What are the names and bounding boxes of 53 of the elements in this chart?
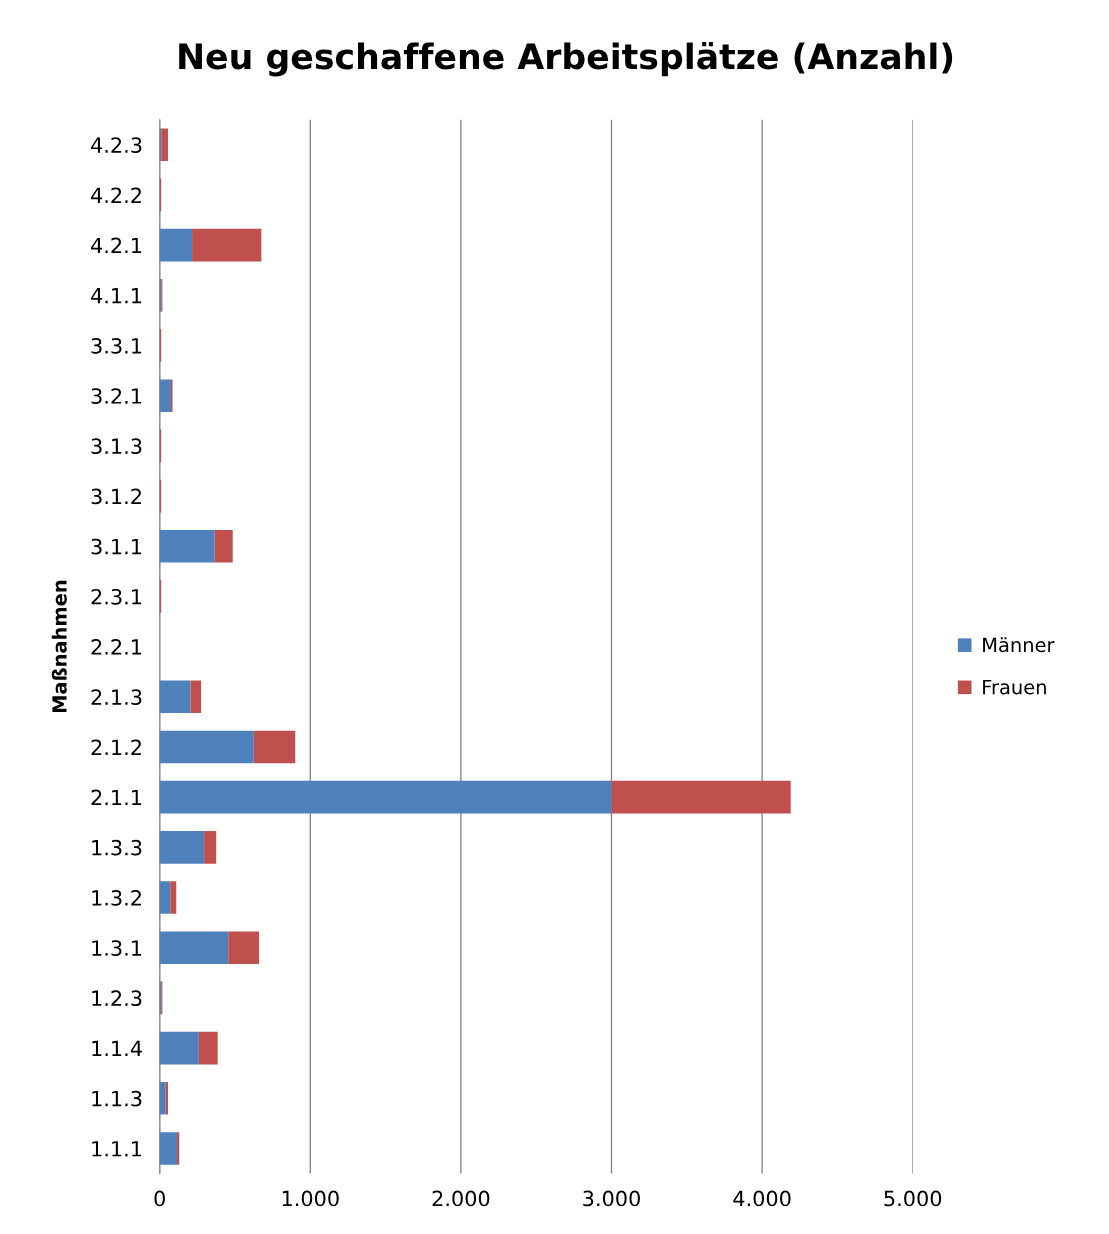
y-tick-label: 4.1.1 [91, 288, 142, 304]
bar [159, 831, 205, 864]
bar [159, 1031, 199, 1065]
y-tick-label: 3.1.1 [91, 538, 142, 555]
y-tick-label: 2.1.3 [91, 689, 142, 706]
y-tick-label: 3.2.1 [91, 388, 142, 404]
y-tick-label: 1.1.4 [92, 1040, 142, 1056]
x-tick-label: 0 [154, 1190, 165, 1207]
bar [190, 680, 202, 714]
bar [159, 680, 191, 714]
x-tick-label: 3.000 [583, 1190, 640, 1207]
bar [159, 931, 229, 965]
bar [159, 730, 254, 764]
y-tick-label: 2.2.1 [91, 639, 142, 655]
bar [159, 228, 193, 262]
legend-label: Frauen [983, 679, 1046, 695]
y-tick-label: 4.2.3 [91, 137, 142, 153]
bar [214, 529, 233, 563]
y-tick-label: 2.1.1 [91, 789, 142, 806]
bar [170, 881, 177, 914]
x-tick-label: 1.000 [282, 1190, 339, 1207]
y-tick-label: 3.1.2 [91, 488, 141, 505]
y-tick-label: 4.2.1 [91, 237, 142, 254]
y-tick-label: 1.2.3 [92, 990, 142, 1007]
bar [159, 379, 171, 413]
chart-title: Neu geschaffene Arbeitsplätze (Anzahl) [179, 42, 953, 77]
bar [159, 1132, 178, 1165]
bar [611, 780, 791, 814]
y-axis-title: Maßnahmen [51, 580, 67, 713]
y-tick-label: 3.3.1 [91, 337, 142, 354]
bar [159, 780, 612, 814]
bar [159, 529, 215, 563]
bar [161, 128, 168, 162]
bar [228, 931, 260, 965]
bar [204, 831, 217, 864]
y-tick-label: 4.2.2 [91, 187, 141, 203]
y-tick-label: 2.1.2 [91, 739, 141, 755]
legend-label: Männer [983, 637, 1055, 653]
y-tick-label: 1.3.1 [92, 940, 142, 956]
bar [159, 1081, 166, 1115]
y-tick-label: 2.3.1 [91, 588, 142, 605]
bar [253, 730, 296, 764]
y-tick-label: 1.1.3 [92, 1090, 142, 1107]
y-tick-label: 1.3.3 [92, 839, 142, 856]
bar [159, 881, 171, 914]
x-tick-label: 4.000 [733, 1190, 791, 1207]
y-tick-label: 1.1.1 [92, 1141, 142, 1157]
x-tick-label: 2.000 [432, 1190, 490, 1207]
x-tick-label: 5.000 [884, 1190, 942, 1207]
y-tick-label: 1.3.2 [92, 889, 141, 906]
bar [198, 1031, 218, 1065]
bar [192, 228, 262, 262]
y-tick-label: 3.1.3 [91, 438, 142, 455]
